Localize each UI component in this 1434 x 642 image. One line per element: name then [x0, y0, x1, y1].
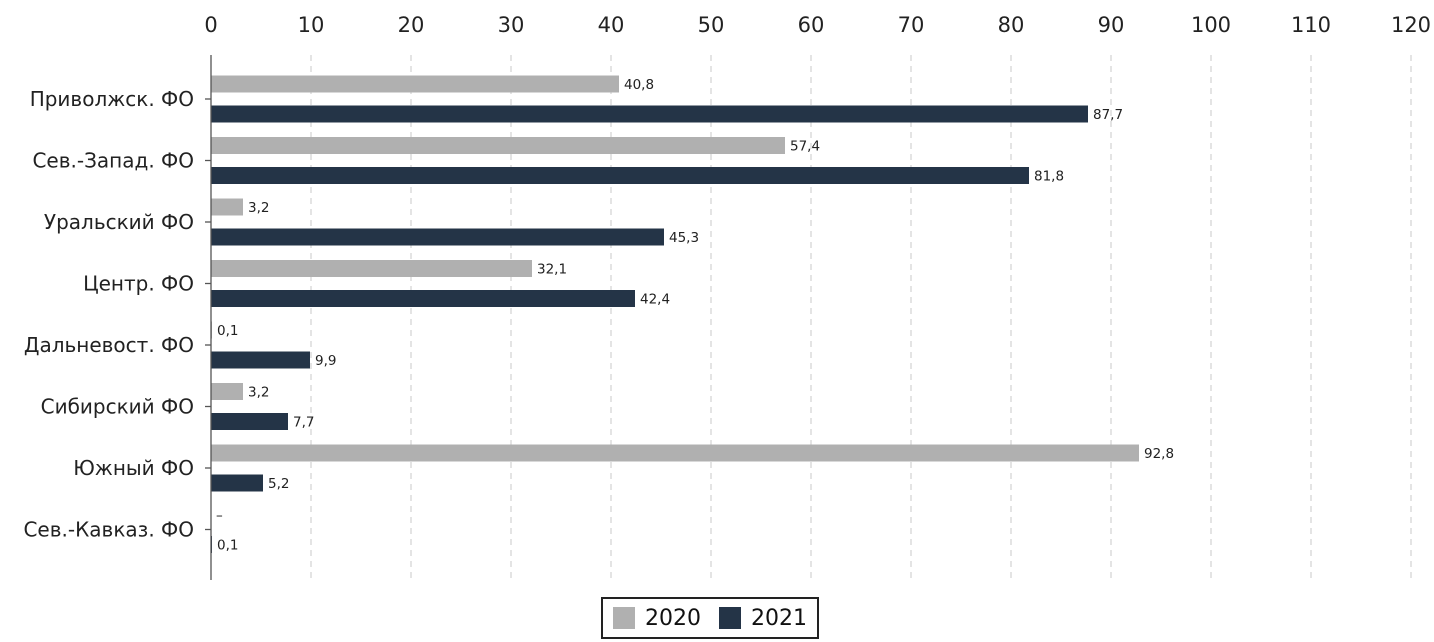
x-tick-label: 90	[1098, 13, 1125, 37]
legend-label-2020: 2020	[645, 605, 701, 631]
bar-2021	[211, 290, 635, 307]
category-label: Сибирский ФО	[41, 395, 194, 419]
data-label-2021: 42,4	[640, 292, 670, 308]
legend: 2020 2021	[601, 597, 819, 639]
bar-2020	[211, 198, 243, 216]
data-label-2021: 5,2	[268, 476, 289, 492]
data-label-2020: 92,8	[1144, 446, 1174, 462]
legend-item-2020: 2020	[613, 606, 701, 631]
legend-swatch-2020	[613, 607, 635, 629]
data-label-2020: 57,4	[790, 139, 820, 155]
x-tick-label: 120	[1391, 13, 1431, 37]
category-labels: Приволжск. ФО Сев.-Запад. ФО Уральский ФО Ц…	[23, 87, 211, 542]
x-tick-label: 80	[998, 13, 1025, 37]
x-tick-label: 10	[298, 13, 325, 37]
x-tick-label: 50	[698, 13, 725, 37]
category-label: Приволжск. ФО	[30, 87, 194, 111]
category-label: Центр. ФО	[83, 272, 194, 296]
data-label-2020: 3,2	[248, 200, 269, 216]
x-tick-label: 30	[498, 13, 525, 37]
bar-2021	[211, 351, 310, 369]
x-axis-ticks: 0 10 20 30 40 50 60 70 80 90 100 110 120	[204, 13, 1431, 37]
data-label-2020: 40,8	[624, 77, 654, 93]
data-label-2020: 0,1	[217, 323, 238, 339]
bar-2021	[211, 167, 1029, 184]
bar-2021	[211, 474, 263, 492]
x-tick-label: 70	[898, 13, 925, 37]
bars	[211, 75, 1139, 553]
grid-lines	[310, 55, 1412, 580]
legend-swatch-2021	[719, 607, 741, 629]
x-tick-label: 110	[1291, 13, 1331, 37]
x-tick-label: 40	[598, 13, 625, 37]
data-labels: 40,8 87,7 57,4 81,8 3,2 45,3 32,1 42,4 0,1 9,9 3,2…	[216, 77, 1174, 554]
category-label: Сев.-Запад. ФО	[32, 149, 194, 173]
category-label: Уральский ФО	[44, 210, 194, 234]
legend-item-2021: 2021	[719, 606, 807, 631]
data-label-2020: 32,1	[537, 262, 567, 278]
data-label-2021: 87,7	[1093, 107, 1123, 123]
bar-2020	[211, 444, 1139, 462]
x-tick-label: 60	[798, 13, 825, 37]
data-label-2020: 3,2	[248, 385, 269, 401]
data-label-2020: –	[216, 508, 223, 524]
bar-2021	[211, 228, 664, 246]
category-label: Южный ФО	[73, 456, 194, 480]
data-label-2021: 45,3	[669, 230, 699, 246]
bar-2020	[211, 383, 243, 400]
category-label: Дальневост. ФО	[24, 333, 194, 357]
data-label-2021: 9,9	[315, 353, 336, 369]
x-tick-label: 0	[204, 13, 217, 37]
data-label-2021: 7,7	[293, 415, 314, 431]
bar-2020	[211, 260, 532, 277]
bar-chart: 0 10 20 30 40 50 60 70 80 90 100 110 120 40,8 87,7 57,…	[23, 13, 1431, 580]
legend-label-2021: 2021	[751, 605, 807, 631]
bar-2021	[211, 105, 1088, 123]
bar-2020	[211, 137, 785, 154]
data-label-2021: 0,1	[217, 538, 238, 554]
x-tick-label: 100	[1191, 13, 1231, 37]
x-tick-label: 20	[398, 13, 425, 37]
bar-2020	[211, 75, 619, 93]
bar-2021	[211, 413, 288, 430]
data-label-2021: 81,8	[1034, 169, 1064, 185]
category-label: Сев.-Кавказ. ФО	[23, 518, 194, 542]
